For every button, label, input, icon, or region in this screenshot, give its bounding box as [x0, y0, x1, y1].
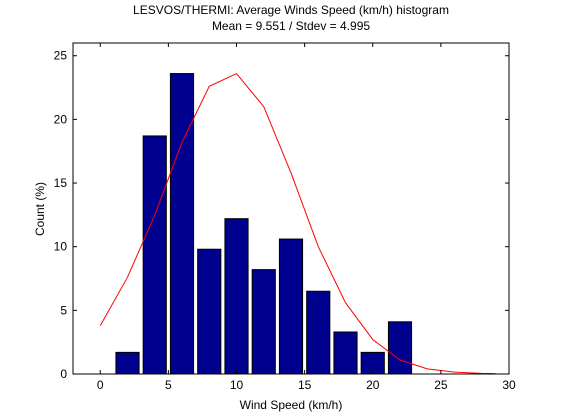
x-tick-label-30: 30 — [502, 378, 516, 392]
histogram-bar-2 — [169, 73, 195, 375]
y-tick-label-15: 15 — [54, 176, 68, 190]
x-tick-label-15: 15 — [298, 378, 312, 392]
chart-subtitle: Mean = 9.551 / Stdev = 4.995 — [212, 19, 370, 33]
x-axis-ticks: 0 5 10 15 20 25 30 — [97, 43, 516, 392]
histogram-bar-5 — [251, 269, 276, 375]
x-tick-label-0: 0 — [97, 378, 104, 392]
y-tick-label-25: 25 — [54, 49, 68, 63]
histogram-bar-6 — [278, 238, 304, 375]
x-tick-label-5: 5 — [165, 378, 172, 392]
histogram-bar-1 — [142, 135, 167, 375]
y-tick-label-10: 10 — [54, 240, 68, 254]
y-tick-label-20: 20 — [54, 112, 68, 126]
histogram-bar-8 — [333, 331, 358, 375]
plot-frame — [72, 42, 510, 375]
x-tick-label-10: 10 — [230, 378, 244, 392]
bars-layer — [115, 73, 413, 375]
histogram-bar-10 — [387, 321, 413, 375]
y-axis-label: Count (%) — [33, 182, 47, 236]
histogram-bar-3 — [197, 248, 222, 375]
histogram-bar-0 — [115, 351, 140, 375]
histogram-bar-7 — [306, 290, 331, 375]
y-axis-ticks: 0 5 10 15 20 25 — [54, 49, 509, 381]
x-tick-label-20: 20 — [366, 378, 380, 392]
histogram-bar-4 — [224, 218, 249, 375]
y-tick-label-0: 0 — [60, 367, 67, 381]
chart-title: LESVOS/THERMI: Average Winds Speed (km/h… — [133, 3, 449, 17]
x-tick-label-25: 25 — [434, 378, 448, 392]
y-tick-label-5: 5 — [60, 303, 67, 317]
x-axis-label: Wind Speed (km/h) — [240, 398, 343, 412]
